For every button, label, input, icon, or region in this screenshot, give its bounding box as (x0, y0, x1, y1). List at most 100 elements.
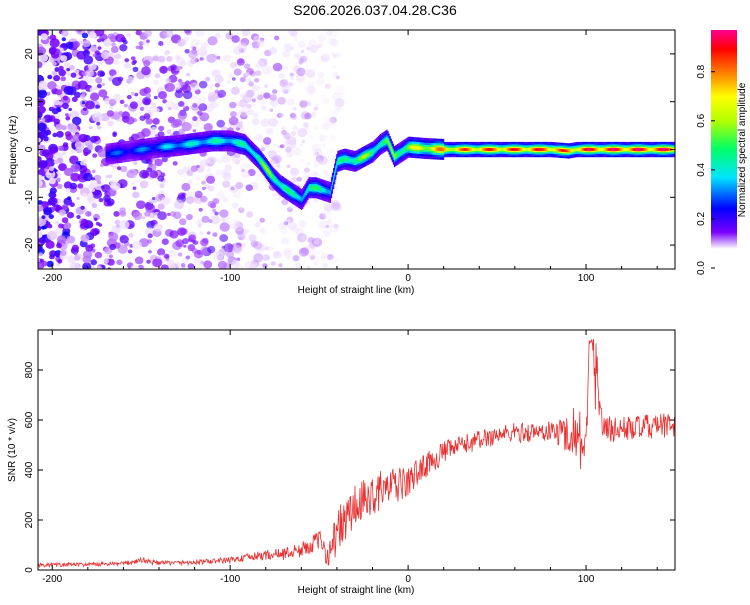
noise-speckle (38, 137, 42, 143)
noise-speckle (269, 47, 278, 55)
noise-speckle (79, 40, 84, 45)
noise-speckle (283, 221, 289, 226)
noise-speckle (272, 192, 277, 197)
noise-speckle (94, 251, 103, 259)
noise-speckle (57, 259, 63, 264)
noise-speckle (115, 33, 125, 43)
noise-speckle (283, 43, 293, 52)
ridge-cell (124, 149, 126, 154)
noise-speckle (210, 215, 221, 225)
ridge-cell (337, 159, 339, 164)
noise-speckle (83, 55, 94, 65)
ridge-cell (148, 146, 150, 151)
noise-speckle (300, 158, 305, 163)
noise-speckle (80, 234, 90, 243)
ridge-cell (346, 157, 349, 162)
noise-speckle (190, 57, 198, 65)
noise-speckle (309, 44, 319, 53)
ridge-cell (224, 139, 226, 143)
noise-speckle (157, 55, 166, 63)
noise-speckle (63, 167, 74, 177)
noise-speckle (309, 135, 314, 139)
ridge-cell (515, 148, 517, 151)
noise-speckle (291, 114, 298, 120)
ridge-cell (506, 148, 508, 151)
noise-speckle (113, 59, 120, 65)
ridge-cell (547, 148, 549, 151)
ridge-cell (210, 139, 212, 144)
noise-speckle (134, 92, 139, 97)
noise-speckle (141, 66, 151, 76)
noise-speckle (83, 172, 93, 182)
noise-speckle (57, 235, 67, 244)
ridge-cell (665, 148, 667, 151)
ridge-cell (220, 139, 223, 143)
noise-speckle (88, 125, 93, 130)
ridge-cell (489, 148, 492, 151)
noise-speckle (328, 30, 334, 33)
noise-speckle (90, 181, 95, 186)
snr-xtick-label: 0 (405, 574, 411, 585)
noise-speckle (85, 100, 95, 110)
noise-speckle (247, 109, 255, 116)
noise-speckle (290, 76, 294, 81)
noise-speckle (272, 62, 283, 72)
ridge-cell (410, 145, 413, 150)
noise-speckle (69, 182, 77, 190)
ridge-cell (617, 148, 619, 151)
colorbar-ticks: 0.0 0.2 0.4 0.6 0.8 (696, 64, 715, 275)
noise-speckle (231, 35, 240, 43)
ridge-cell (467, 148, 469, 151)
noise-speckle (66, 211, 75, 219)
noise-speckle (207, 36, 218, 46)
ridge-cell (612, 148, 614, 151)
noise-speckle (170, 120, 179, 129)
ridge-cell (668, 148, 670, 151)
noise-speckle (80, 218, 89, 227)
noise-speckle (80, 205, 85, 210)
noise-speckle (77, 80, 88, 90)
noise-speckle (206, 231, 211, 235)
snr-panel: -200 -100 0 100 0 200 400 600 800 Height of stra… (7, 329, 676, 596)
ridge-cell (135, 148, 137, 153)
noise-speckle (244, 63, 251, 69)
ridge-cell (439, 147, 441, 152)
noise-speckle (298, 247, 309, 257)
noise-speckle (208, 178, 213, 182)
noise-speckle (330, 109, 338, 116)
ridge-cell (362, 155, 365, 159)
ridge-cell (360, 156, 362, 161)
noise-speckle (185, 196, 195, 205)
noise-speckle (270, 261, 276, 266)
noise-speckle (317, 174, 322, 179)
noise-speckle (300, 111, 310, 120)
noise-speckle (141, 171, 150, 179)
ridge-cell (508, 148, 510, 151)
noise-speckle (330, 38, 339, 47)
noise-speckle (278, 73, 285, 79)
noise-speckle (95, 77, 103, 84)
ridge-cell (183, 142, 185, 147)
noise-speckle (232, 202, 239, 209)
noise-speckle (300, 49, 305, 53)
ridge-cell (376, 145, 378, 150)
noise-speckle (328, 222, 339, 232)
noise-speckle (95, 104, 101, 109)
noise-speckle (197, 262, 204, 269)
noise-speckle (281, 84, 291, 94)
noise-speckle (212, 232, 218, 237)
ridge-cell (605, 148, 607, 151)
noise-speckle (286, 136, 297, 146)
ridge-cell (570, 149, 572, 153)
ridge-cell (266, 168, 268, 172)
noise-speckle (123, 62, 131, 69)
noise-speckle (335, 86, 345, 96)
noise-speckle (94, 86, 98, 90)
ridge-cell (595, 148, 597, 151)
noise-speckle (70, 72, 77, 78)
noise-speckle (311, 143, 322, 152)
noise-speckle (161, 156, 168, 163)
noise-speckle (304, 100, 311, 106)
noise-speckle (185, 80, 191, 86)
noise-speckle (255, 133, 264, 142)
